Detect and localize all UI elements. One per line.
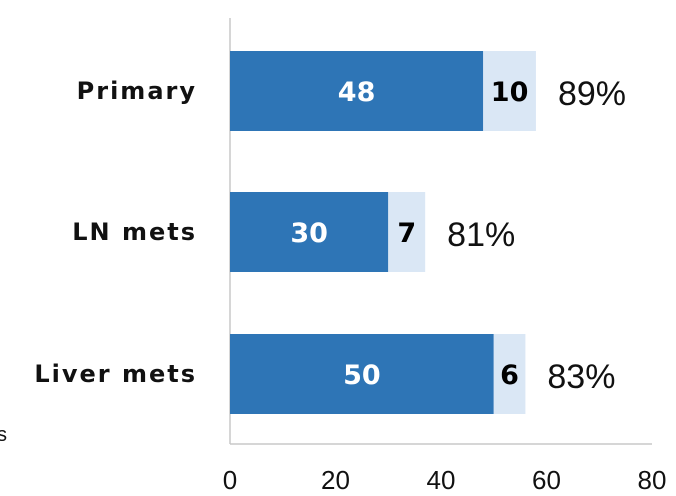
bar-segment-main — [230, 51, 484, 131]
bar-segment-secondary — [493, 334, 526, 414]
category-label: Liver mets — [34, 360, 197, 388]
edge-fragment-text: s — [0, 424, 7, 446]
data-label: 7 — [397, 218, 416, 249]
data-label: 10 — [491, 77, 529, 108]
x-tick-label: 80 — [638, 465, 667, 495]
bar-segment-secondary — [388, 192, 426, 272]
data-label: 6 — [500, 360, 519, 391]
x-ticks-group: 0 20 40 60 80 — [223, 465, 667, 495]
bar-segment-secondary — [483, 51, 536, 131]
data-label: 30 — [290, 218, 328, 249]
x-tick-label: 40 — [427, 465, 456, 495]
percent-label: 89% — [558, 75, 626, 113]
category-label: LN mets — [72, 218, 197, 246]
percent-label: 81% — [447, 216, 515, 254]
x-tick-label: 0 — [223, 465, 237, 495]
data-label: 48 — [338, 77, 376, 108]
category-label: Primary — [77, 77, 197, 105]
bar-segment-main — [230, 192, 389, 272]
x-tick-label: 20 — [321, 465, 350, 495]
x-tick-label: 60 — [532, 465, 561, 495]
bars-group — [230, 51, 536, 414]
bar-segment-main — [230, 334, 494, 414]
data-label: 50 — [343, 360, 381, 391]
percent-label: 83% — [547, 358, 615, 396]
labels-group: Primary 48 10 89% LN mets 30 7 81% Liver mets 50 6… — [34, 75, 626, 396]
